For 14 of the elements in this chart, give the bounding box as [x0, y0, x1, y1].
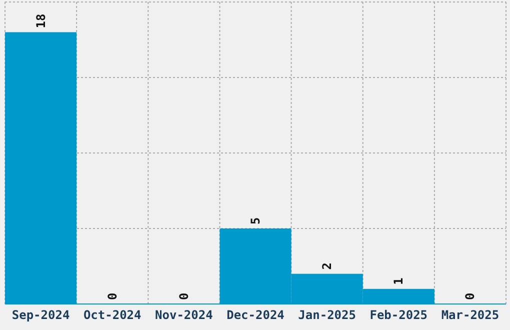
- data-label: 1: [392, 278, 406, 285]
- x-tick-label: Sep-2024: [12, 308, 70, 322]
- x-tick-label: Dec-2024: [226, 308, 284, 322]
- data-label: 0: [176, 292, 191, 300]
- data-label: 0: [105, 292, 120, 300]
- x-tick-label: Mar-2025: [441, 308, 500, 322]
- x-tick-label: Oct-2024: [83, 308, 142, 322]
- data-label: 2: [320, 262, 334, 270]
- data-label: 5: [248, 217, 262, 224]
- data-label: 18: [34, 14, 48, 28]
- x-tick-label: Feb-2025: [370, 308, 428, 322]
- x-tick-label: Nov-2024: [155, 308, 213, 322]
- x-tick-label: Jan-2025: [298, 308, 356, 322]
- data-label: 0: [463, 292, 478, 300]
